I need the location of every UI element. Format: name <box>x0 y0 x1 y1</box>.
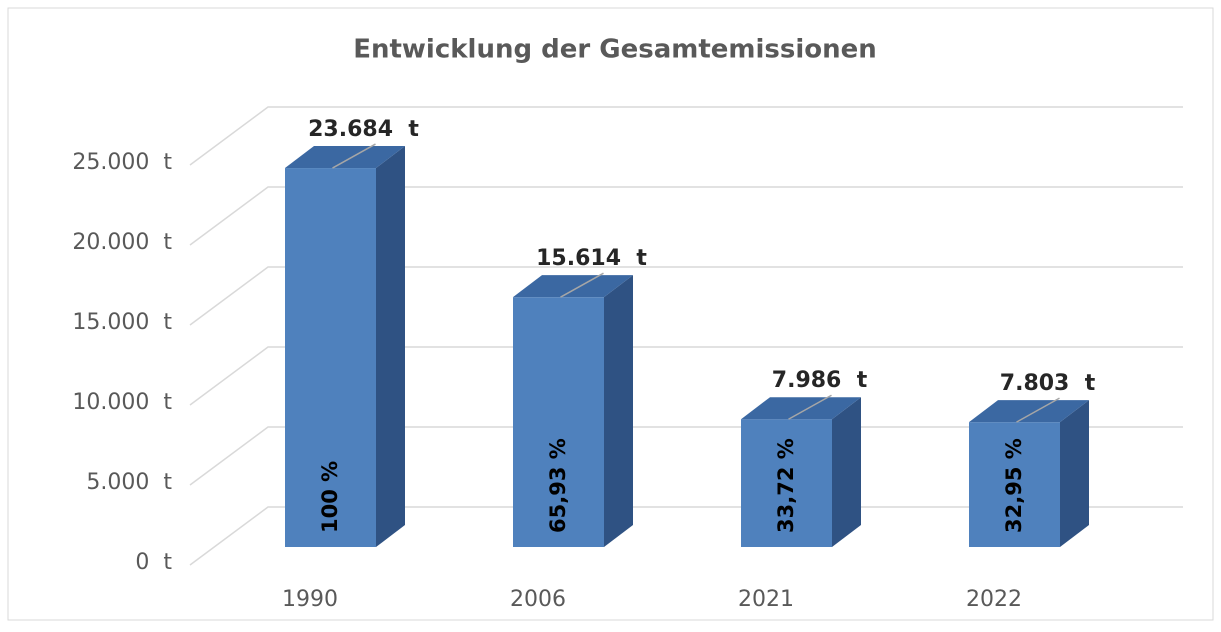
leader-line <box>1016 397 1060 423</box>
grid-line <box>189 106 1183 166</box>
value-label: 23.684 t <box>308 117 419 142</box>
value-label: 15.614 t <box>536 246 647 271</box>
bar-top <box>969 400 1089 423</box>
grid-line <box>189 426 1183 486</box>
value-label: 7.803 t <box>1000 371 1096 396</box>
share-label: 32,95 % <box>1002 438 1026 533</box>
y-tick-label: 25.000 t <box>72 150 172 175</box>
y-tick-label: 15.000 t <box>72 310 172 335</box>
x-tick-label: 2021 <box>738 587 794 612</box>
bar-side <box>376 146 405 547</box>
bar-top <box>513 275 633 298</box>
leader-line <box>332 143 376 169</box>
value-label: 7.986 t <box>772 368 868 393</box>
bar-top <box>741 397 861 420</box>
share-label: 33,72 % <box>774 438 798 533</box>
bar-front <box>513 297 604 547</box>
bar-side <box>832 397 861 547</box>
share-label: 100 % <box>318 461 342 533</box>
bar-side <box>604 275 633 547</box>
x-tick-label: 1990 <box>282 587 338 612</box>
y-tick-label: 0 t <box>135 550 172 575</box>
x-tick-label: 2006 <box>510 587 566 612</box>
y-tick-label: 20.000 t <box>72 230 172 255</box>
bar-front <box>285 168 376 547</box>
share-label: 65,93 % <box>546 438 570 533</box>
grid-line <box>189 266 1183 326</box>
y-tick-label: 10.000 t <box>72 390 172 415</box>
chart-title: Entwicklung der Gesamtemissionen <box>353 35 877 65</box>
bar-top <box>285 146 405 169</box>
y-tick-label: 5.000 t <box>86 470 172 495</box>
bar-side <box>1060 400 1089 547</box>
leader-line <box>788 394 832 420</box>
x-tick-label: 2022 <box>966 587 1022 612</box>
bar-front <box>741 419 832 547</box>
grid-line <box>189 346 1183 406</box>
bar-front <box>969 422 1060 547</box>
grid-line <box>189 506 1183 566</box>
leader-line <box>560 272 604 298</box>
grid-line <box>189 186 1183 246</box>
